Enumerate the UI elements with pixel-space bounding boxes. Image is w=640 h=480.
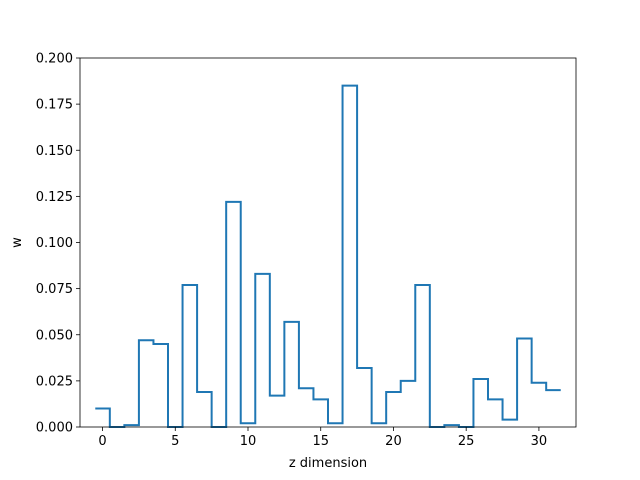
x-axis-ticks: 0 5 10 15 20 25 30 [98, 427, 547, 449]
y-tick-label: 0.025 [36, 374, 73, 389]
y-tick-label: 0.100 [36, 236, 73, 251]
y-tick-label: 0.075 [36, 282, 73, 297]
x-tick-label: 30 [531, 434, 548, 449]
x-tick-label: 5 [171, 434, 179, 449]
x-tick-label: 15 [312, 434, 329, 449]
x-tick-label: 0 [98, 434, 106, 449]
y-tick-label: 0.125 [36, 190, 73, 205]
axes-frame [79, 57, 577, 428]
x-tick-label: 20 [385, 434, 402, 449]
y-tick-label: 0.175 [36, 98, 73, 113]
y-tick-label: 0.200 [36, 52, 73, 67]
y-axis-ticks: 0.000 0.025 0.050 0.075 0.100 0.125 0.150 0.175… [36, 52, 80, 436]
y-tick-label: 0.150 [36, 144, 73, 159]
x-tick-label: 10 [240, 434, 257, 449]
series-step-line [95, 84, 561, 428]
y-tick-label: 0.050 [36, 328, 73, 343]
y-axis-label: w [10, 237, 25, 248]
plot-area [95, 84, 561, 428]
x-tick-label: 25 [458, 434, 475, 449]
x-axis-label: z dimension [289, 456, 367, 471]
y-tick-label: 0.000 [36, 421, 73, 436]
